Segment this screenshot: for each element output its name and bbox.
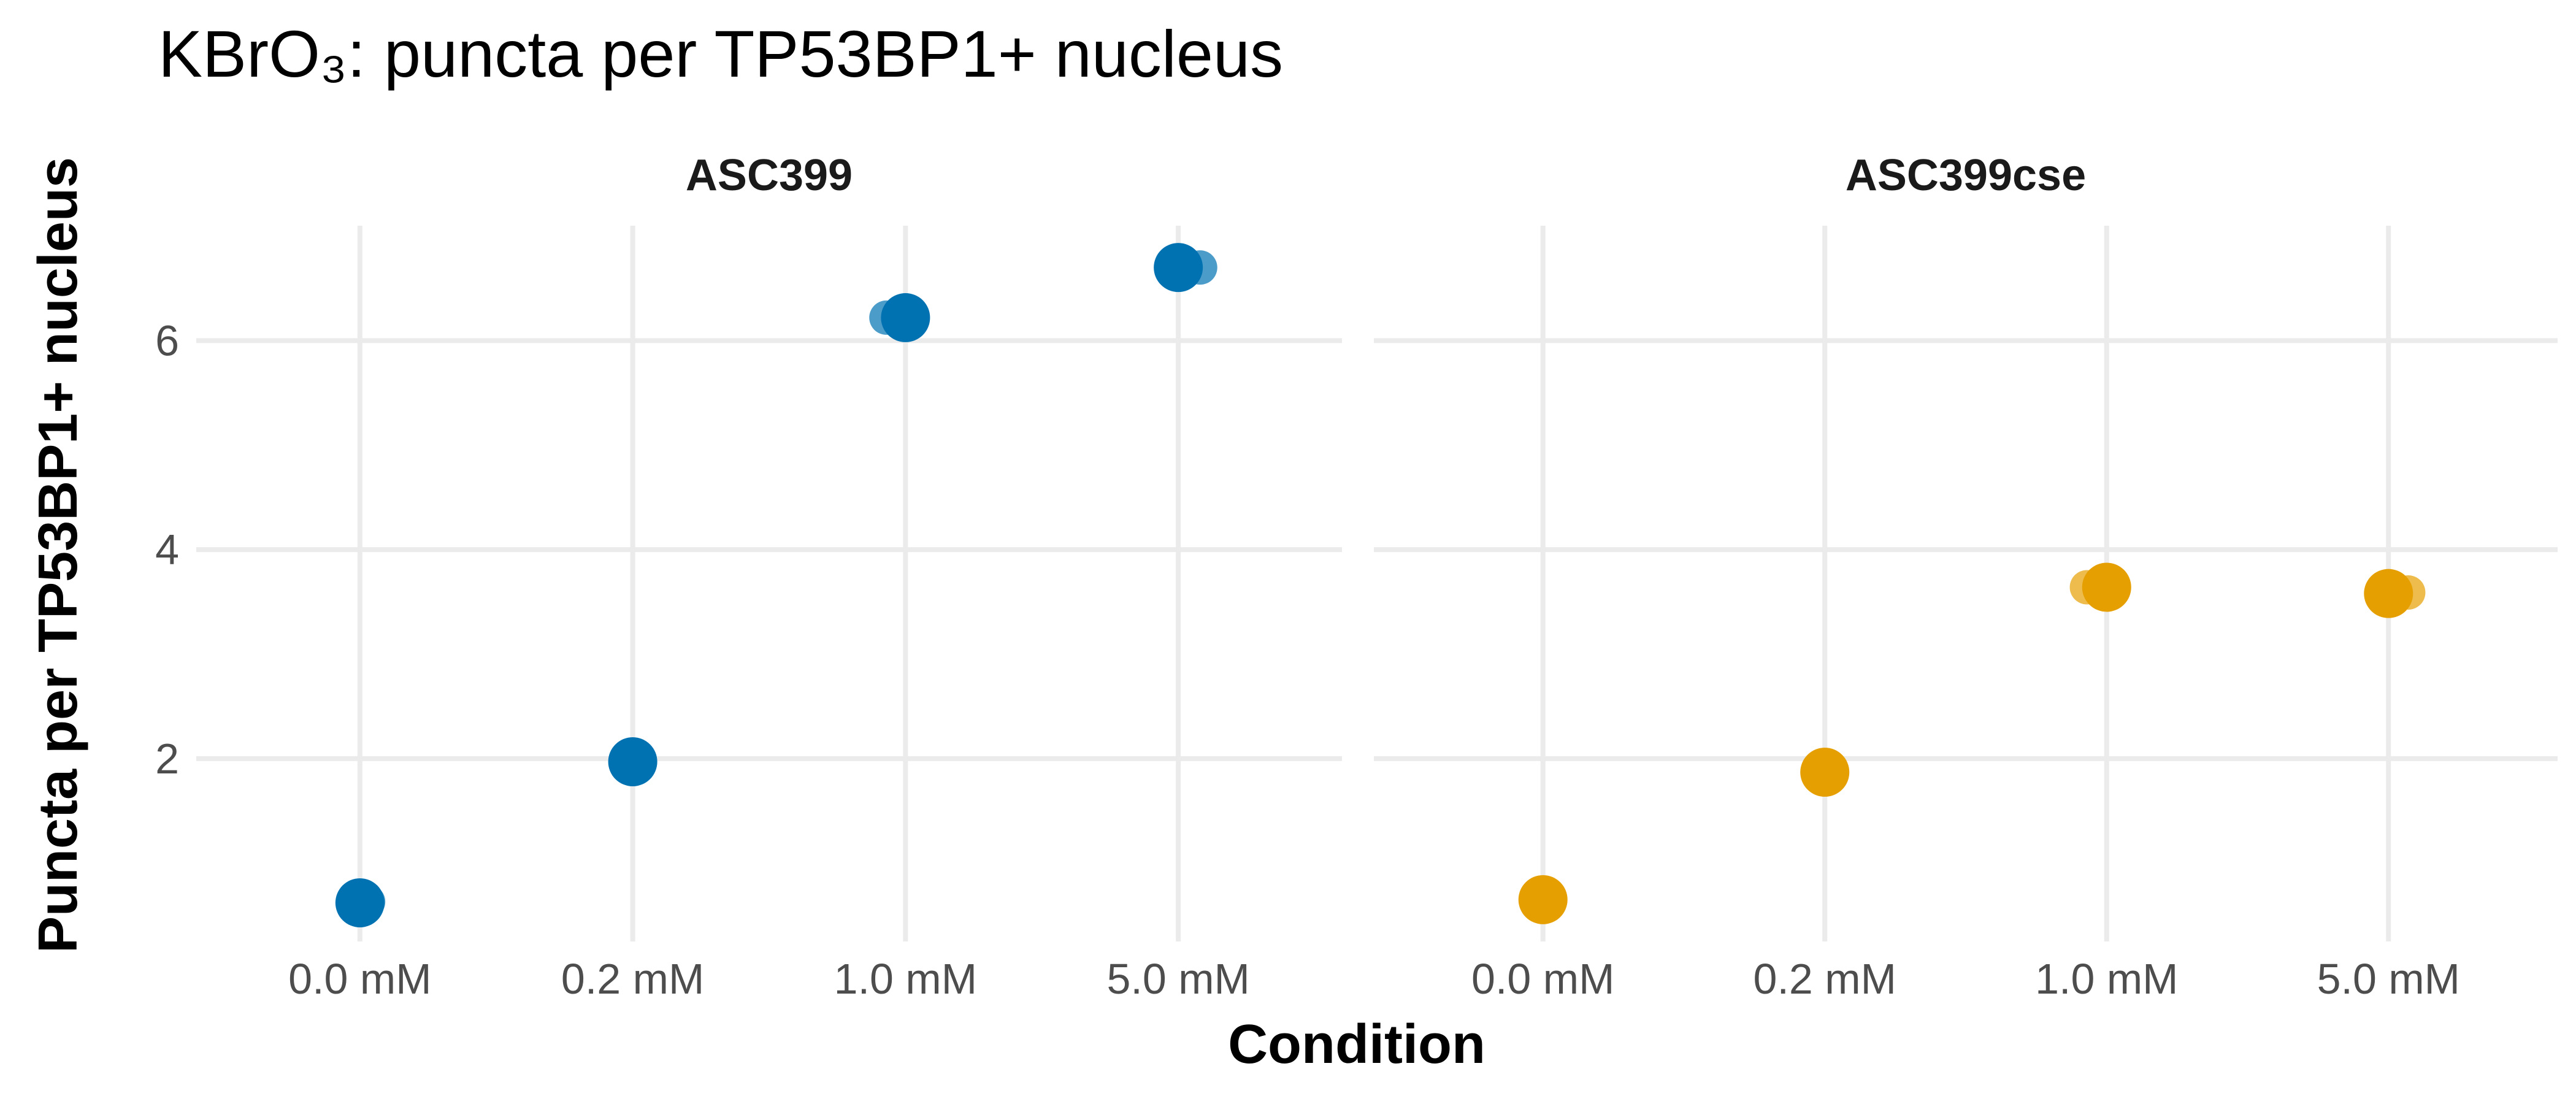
mean-point — [1800, 748, 1850, 797]
x-tick-label: 0.2 mM — [561, 955, 704, 1003]
mean-point — [1518, 875, 1568, 924]
panel-asc399cse: ASC399cse 0.0 mM 0.2 mM 1.0 mM 5.0 mM — [1374, 151, 2558, 1003]
mean-point — [2364, 569, 2413, 618]
mean-point — [1154, 243, 1203, 293]
x-tick-label: 5.0 mM — [2317, 955, 2460, 1003]
x-tick-label: 0.0 mM — [1471, 955, 1614, 1003]
facet-label: ASC399 — [686, 151, 853, 200]
mean-point — [2082, 562, 2131, 612]
x-axis-title: Condition — [1228, 1014, 1485, 1075]
mean-point — [335, 878, 385, 927]
y-tick-label: 2 — [155, 735, 179, 783]
mean-point — [881, 293, 930, 342]
x-tick-label: 0.2 mM — [1754, 955, 1896, 1003]
chart-title: KBrO₃: puncta per TP53BP1+ nucleus — [158, 17, 1283, 91]
x-tick-label: 5.0 mM — [1106, 955, 1249, 1003]
x-tick-label: 1.0 mM — [834, 955, 977, 1003]
y-tick-label: 4 — [155, 526, 179, 573]
x-tick-label: 1.0 mM — [2035, 955, 2178, 1003]
facet-label: ASC399cse — [1846, 151, 2086, 200]
panel-asc399: ASC399 0.0 mM 0.2 mM 1.0 mM 5.0 mM 2 4 6 — [155, 151, 1342, 1003]
x-tick-label: 0.0 mM — [288, 955, 431, 1003]
y-tick-label: 6 — [155, 316, 179, 364]
y-axis-title: Puncta per TP53BP1+ nucleus — [28, 157, 89, 953]
mean-point — [608, 737, 657, 786]
panels: ASC399 0.0 mM 0.2 mM 1.0 mM 5.0 mM 2 4 6 ASC399c… — [155, 151, 2558, 1003]
